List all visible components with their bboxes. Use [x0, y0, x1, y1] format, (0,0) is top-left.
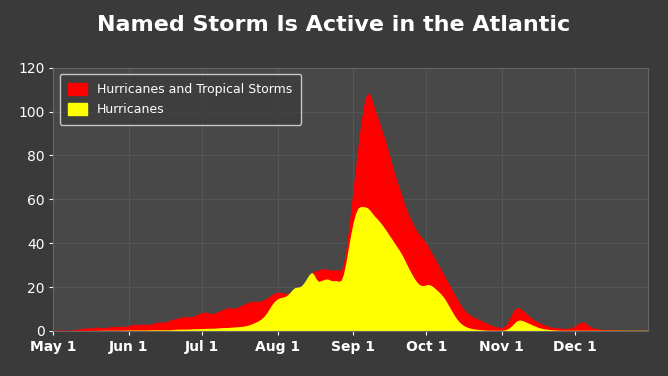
Text: Named Storm Is Active in the Atlantic: Named Storm Is Active in the Atlantic — [98, 15, 570, 35]
Legend: Hurricanes and Tropical Storms, Hurricanes: Hurricanes and Tropical Storms, Hurrican… — [59, 74, 301, 125]
